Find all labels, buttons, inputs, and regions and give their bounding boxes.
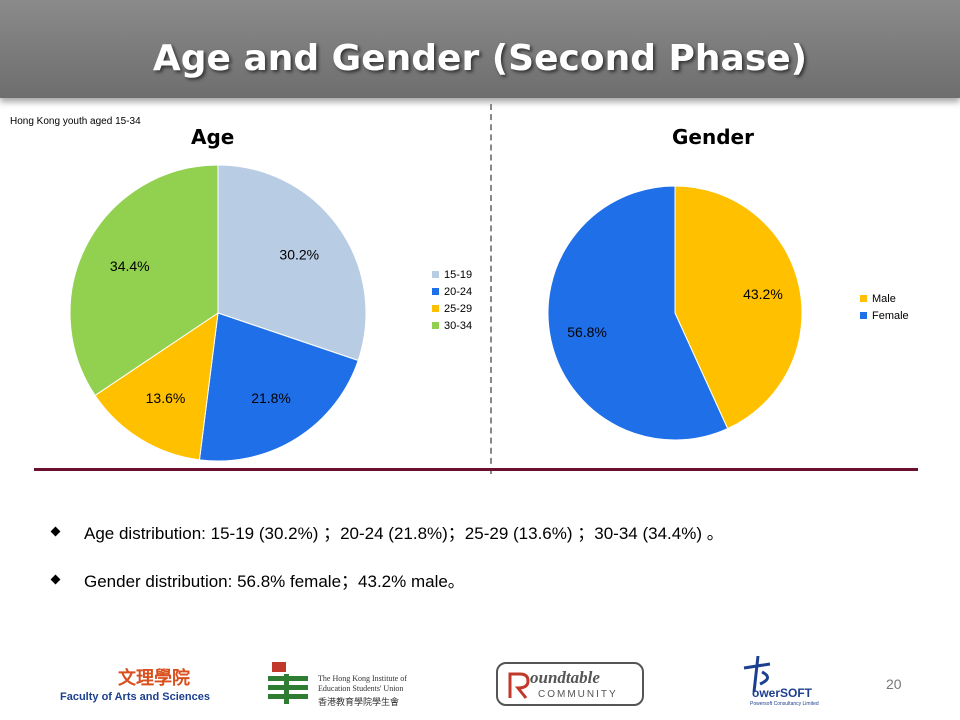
age-legend-item: 30-34: [432, 317, 472, 334]
bullet-list: Age distribution: 15-19 (30.2%) ；20-24 (…: [50, 518, 724, 614]
age-legend-item: 20-24: [432, 283, 472, 300]
students-union-emblem: [268, 662, 308, 704]
institute-chinese-name: 香港教育學院學生會: [318, 697, 400, 707]
page-title: Age and Gender (Second Phase): [152, 38, 808, 79]
age-legend-label: 25-29: [444, 302, 473, 315]
age-slice-label: 21.8%: [251, 390, 291, 406]
powersoft-name: owerSOFT: [752, 686, 813, 700]
bullet-item: Gender distribution: 56.8% female；43.2% …: [50, 566, 724, 592]
age-slice-label: 34.4%: [110, 258, 150, 274]
title-bar: Age and Gender (Second Phase): [0, 0, 960, 98]
diamond-bullet-icon: [50, 526, 61, 536]
gender-chart-title: Gender: [672, 125, 754, 149]
gender-legend-label: Male: [872, 292, 896, 305]
faculty-logo: 文理學院 Faculty of Arts and Sciences: [60, 664, 210, 708]
age-legend-swatch: [432, 305, 439, 312]
gender-legend-swatch: [860, 295, 867, 302]
institute-line2: Education Students' Union: [318, 684, 404, 693]
age-legend-swatch: [432, 322, 439, 329]
institute-line1: The Hong Kong Institute of: [318, 674, 407, 683]
faculty-name: Faculty of Arts and Sciences: [60, 691, 210, 703]
gender-legend-item: Male: [860, 290, 909, 307]
age-legend-item: 25-29: [432, 300, 472, 317]
page-number: 20: [886, 676, 902, 692]
bullet-item: Age distribution: 15-19 (30.2%) ；20-24 (…: [50, 518, 724, 544]
roundtable-name: oundtable: [530, 668, 600, 687]
powersoft-subtitle: Powersoft Consultancy Limited: [750, 701, 819, 707]
age-legend-label: 20-24: [444, 285, 473, 298]
age-slice-30-34: [69, 164, 219, 397]
age-legend-label: 30-34: [444, 319, 473, 332]
age-legend: 15-19 20-24 25-29 30-34: [432, 266, 472, 334]
gender-legend-swatch: [860, 312, 867, 319]
roundtable-r-icon: [508, 672, 530, 699]
diamond-bullet-icon: [50, 574, 61, 584]
gender-legend: Male Female: [860, 290, 909, 324]
age-slice-25-29: [94, 311, 219, 461]
roundtable-logo: oundtable COMMUNITY: [496, 662, 644, 706]
note: Hong Kong youth aged 15-34: [10, 116, 141, 127]
powersoft-emblem-icon: [743, 655, 771, 693]
age-slice-label: 30.2%: [279, 247, 319, 263]
gender-legend-item: Female: [860, 307, 909, 324]
gender-legend-label: Female: [872, 309, 909, 322]
gender-slice-label: 56.8%: [567, 324, 607, 340]
age-chart-title: Age: [191, 125, 235, 149]
gender-slice-female: [547, 185, 729, 441]
age-legend-item: 15-19: [432, 266, 472, 283]
age-legend-swatch: [432, 271, 439, 278]
age-pie-chart: 30.2% 21.8% 13.6% 34.4%: [69, 164, 367, 462]
gender-distribution-text: Gender distribution: 56.8% female；43.2% …: [84, 571, 465, 591]
gender-slice-male: [674, 185, 803, 430]
powersoft-logo: owerSOFT Powersoft Consultancy Limited: [738, 654, 828, 710]
age-legend-swatch: [432, 288, 439, 295]
roundtable-subtitle: COMMUNITY: [538, 689, 618, 700]
age-slice-label: 13.6%: [146, 390, 186, 406]
separator-line: [34, 468, 918, 471]
gender-slice-label: 43.2%: [743, 286, 783, 302]
gender-pie-chart: 43.2% 56.8%: [547, 185, 803, 441]
age-legend-label: 15-19: [444, 268, 473, 281]
age-distribution-text: Age distribution: 15-19 (30.2%) ；20-24 (…: [84, 523, 724, 543]
chart-divider: [490, 104, 492, 474]
faculty-chinese-name: 文理學院: [118, 668, 190, 689]
age-slice-20-24: [198, 312, 359, 462]
age-slice-15-19: [217, 164, 367, 362]
students-union-logo: The Hong Kong Institute of Education Stu…: [266, 662, 436, 708]
